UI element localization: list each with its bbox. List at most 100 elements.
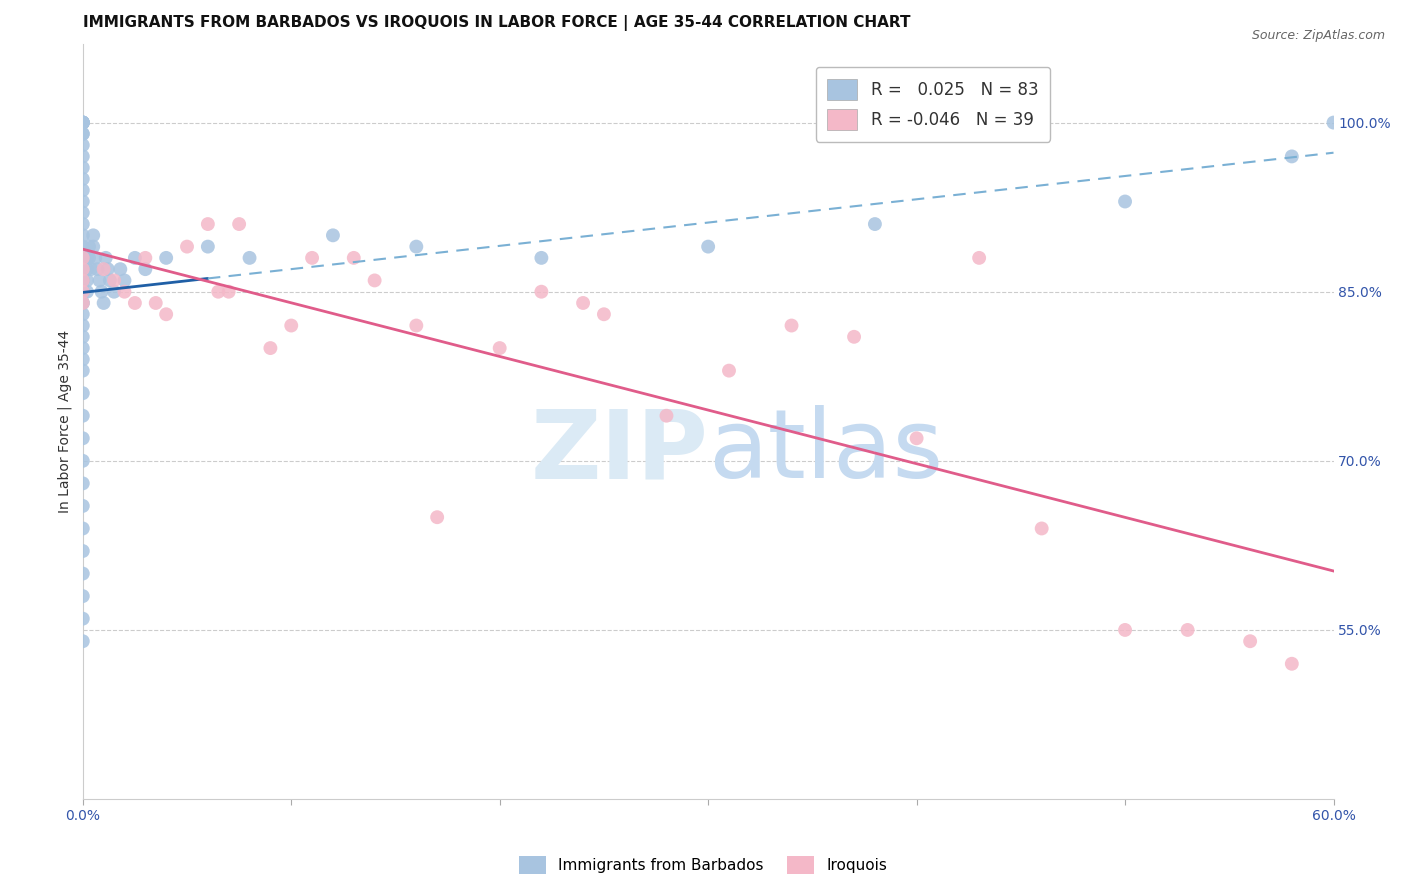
Point — [301, 251, 323, 265]
Text: atlas: atlas — [709, 405, 943, 498]
Point — [72, 634, 94, 648]
Point — [72, 251, 94, 265]
Point — [72, 273, 94, 287]
Point — [72, 183, 94, 197]
Point — [76, 262, 98, 277]
Point — [93, 262, 115, 277]
Point — [228, 217, 250, 231]
Point — [76, 273, 98, 287]
Point — [72, 307, 94, 321]
Point — [72, 127, 94, 141]
Point — [197, 217, 219, 231]
Point — [405, 318, 427, 333]
Point — [82, 239, 104, 253]
Point — [72, 296, 94, 310]
Point — [1281, 149, 1303, 163]
Point — [72, 566, 94, 581]
Point — [94, 251, 117, 265]
Point — [1239, 634, 1261, 648]
Point — [207, 285, 229, 299]
Point — [103, 285, 125, 299]
Point — [280, 318, 302, 333]
Point — [218, 285, 240, 299]
Point — [967, 251, 990, 265]
Point — [72, 431, 94, 445]
Point — [76, 285, 98, 299]
Point — [72, 138, 94, 153]
Point — [530, 285, 553, 299]
Point — [72, 115, 94, 129]
Point — [134, 262, 156, 277]
Point — [72, 115, 94, 129]
Point — [72, 544, 94, 558]
Point — [82, 228, 104, 243]
Point — [72, 285, 94, 299]
Point — [72, 476, 94, 491]
Point — [238, 251, 260, 265]
Point — [72, 228, 94, 243]
Point — [72, 386, 94, 401]
Point — [72, 239, 94, 253]
Point — [72, 318, 94, 333]
Point — [863, 217, 886, 231]
Point — [155, 307, 177, 321]
Point — [84, 251, 107, 265]
Point — [780, 318, 803, 333]
Point — [72, 115, 94, 129]
Point — [72, 251, 94, 265]
Point — [124, 251, 146, 265]
Point — [72, 341, 94, 355]
Point — [1281, 657, 1303, 671]
Point — [72, 262, 94, 277]
Point — [72, 296, 94, 310]
Point — [72, 251, 94, 265]
Point — [72, 115, 94, 129]
Point — [572, 296, 595, 310]
Point — [72, 115, 94, 129]
Point — [72, 364, 94, 378]
Point — [114, 285, 136, 299]
Text: IMMIGRANTS FROM BARBADOS VS IROQUOIS IN LABOR FORCE | AGE 35-44 CORRELATION CHAR: IMMIGRANTS FROM BARBADOS VS IROQUOIS IN … — [83, 15, 910, 31]
Point — [72, 330, 94, 344]
Point — [197, 239, 219, 253]
Point — [72, 285, 94, 299]
Point — [72, 285, 94, 299]
Point — [72, 285, 94, 299]
Text: Source: ZipAtlas.com: Source: ZipAtlas.com — [1251, 29, 1385, 42]
Point — [72, 172, 94, 186]
Point — [593, 307, 616, 321]
Point — [124, 296, 146, 310]
Point — [1114, 194, 1136, 209]
Point — [72, 217, 94, 231]
Point — [80, 262, 103, 277]
Point — [655, 409, 678, 423]
Legend: R =   0.025   N = 83, R = -0.046   N = 39: R = 0.025 N = 83, R = -0.046 N = 39 — [815, 67, 1050, 142]
Text: ZIP: ZIP — [530, 405, 709, 498]
Point — [72, 115, 94, 129]
Point — [72, 251, 94, 265]
Point — [72, 296, 94, 310]
Point — [530, 251, 553, 265]
Point — [77, 251, 100, 265]
Y-axis label: In Labor Force | Age 35-44: In Labor Force | Age 35-44 — [58, 330, 72, 513]
Point — [103, 273, 125, 287]
Point — [77, 239, 100, 253]
Point — [72, 127, 94, 141]
Point — [76, 251, 98, 265]
Point — [72, 194, 94, 209]
Point — [72, 206, 94, 220]
Point — [488, 341, 510, 355]
Point — [86, 262, 108, 277]
Point — [1322, 115, 1344, 129]
Point — [343, 251, 366, 265]
Point — [72, 589, 94, 603]
Point — [72, 612, 94, 626]
Point — [155, 251, 177, 265]
Point — [72, 262, 94, 277]
Point — [72, 352, 94, 367]
Point — [405, 239, 427, 253]
Point — [72, 273, 94, 287]
Point — [72, 149, 94, 163]
Point — [93, 296, 115, 310]
Legend: Immigrants from Barbados, Iroquois: Immigrants from Barbados, Iroquois — [513, 850, 893, 880]
